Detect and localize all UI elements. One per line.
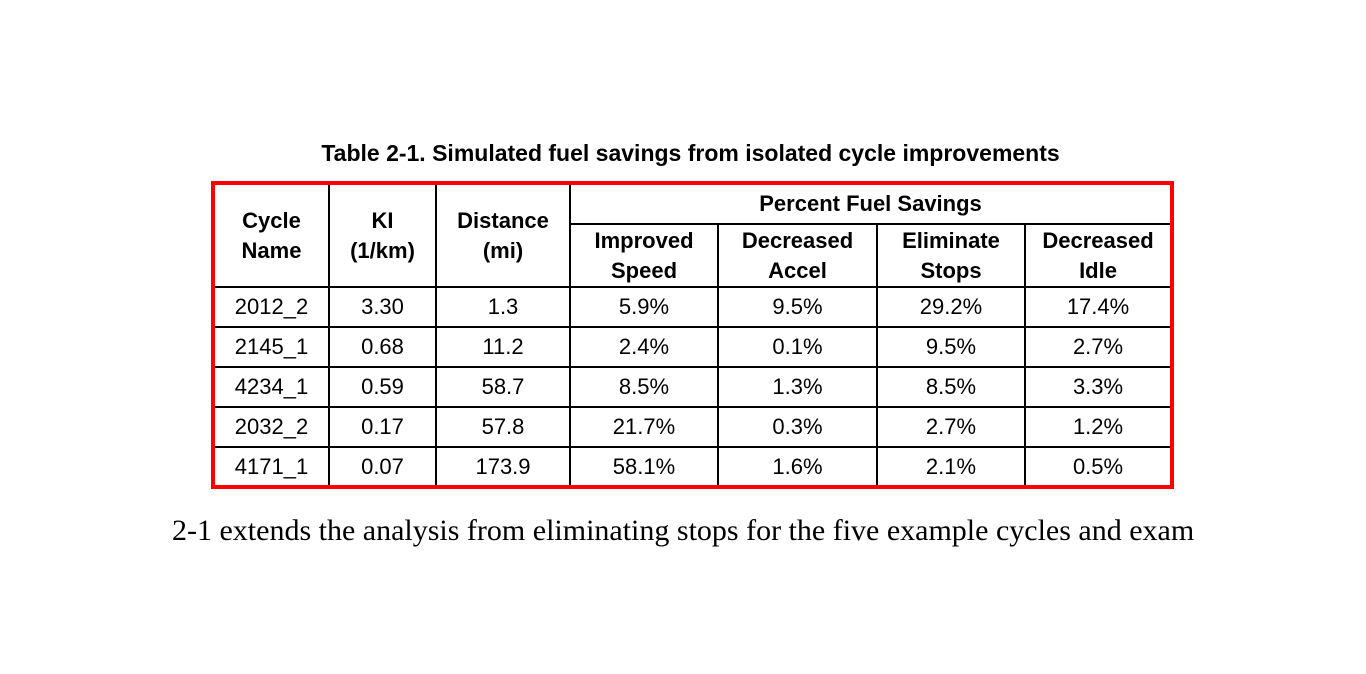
col-header-cycle-name: Cycle Name	[212, 182, 330, 288]
cell-cycle-name: 2145_1	[212, 326, 330, 368]
cell-cycle-name: 2032_2	[212, 406, 330, 448]
table-row: 2012_2 3.30 1.3 5.9% 9.5% 29.2% 17.4%	[212, 286, 1174, 328]
table-row: 2032_2 0.17 57.8 21.7% 0.3% 2.7% 1.2%	[212, 406, 1174, 448]
cell-ki: 3.30	[328, 286, 437, 328]
col-header-decreased-idle: Decreased Idle	[1023, 223, 1174, 288]
cell-eliminate-stops: 2.7%	[876, 406, 1026, 448]
table-header-row-sub: Improved Speed Decreased Accel Eliminate…	[213, 223, 1174, 288]
cell-decreased-accel: 9.5%	[717, 286, 878, 328]
fuel-savings-table: Cycle Name KI (1/km) Distance (mi) Perce…	[211, 181, 1175, 489]
cell-decreased-idle: 17.4%	[1023, 286, 1174, 328]
cell-eliminate-stops: 2.1%	[876, 446, 1026, 488]
table-row: 4234_1 0.59 58.7 8.5% 1.3% 8.5% 3.3%	[212, 366, 1174, 408]
table-row: 4171_1 0.07 173.9 58.1% 1.6% 2.1% 0.5%	[212, 446, 1174, 488]
cell-eliminate-stops: 29.2%	[876, 286, 1026, 328]
cell-distance: 11.2	[435, 326, 571, 368]
cell-ki: 0.07	[328, 446, 437, 488]
cell-distance: 57.8	[435, 406, 571, 448]
col-header-distance: Distance (mi)	[435, 182, 571, 288]
cell-improved-speed: 21.7%	[569, 406, 719, 448]
col-header-decreased-accel: Decreased Accel	[717, 223, 878, 288]
cell-decreased-idle: 0.5%	[1023, 446, 1174, 488]
cell-improved-speed: 8.5%	[569, 366, 719, 408]
cell-decreased-accel: 0.1%	[717, 326, 878, 368]
cell-improved-speed: 2.4%	[569, 326, 719, 368]
cell-distance: 1.3	[435, 286, 571, 328]
cell-ki: 0.68	[328, 326, 437, 368]
cell-improved-speed: 58.1%	[569, 446, 719, 488]
cell-distance: 173.9	[435, 446, 571, 488]
cell-improved-speed: 5.9%	[569, 286, 719, 328]
col-header-improved-speed: Improved Speed	[569, 223, 719, 288]
col-header-ki: KI (1/km)	[328, 182, 437, 288]
cell-decreased-accel: 1.3%	[717, 366, 878, 408]
table-caption: Table 2-1. Simulated fuel savings from i…	[321, 140, 1060, 166]
col-header-group-percent-fuel-savings: Percent Fuel Savings	[568, 182, 1174, 225]
cell-cycle-name: 4234_1	[212, 366, 330, 408]
cell-cycle-name: 2012_2	[212, 286, 330, 328]
cell-ki: 0.59	[328, 366, 437, 408]
cell-eliminate-stops: 8.5%	[876, 366, 1026, 408]
cell-decreased-idle: 2.7%	[1023, 326, 1174, 368]
cell-decreased-idle: 1.2%	[1023, 406, 1174, 448]
cell-eliminate-stops: 9.5%	[876, 326, 1026, 368]
body-paragraph: 2-1 extends the analysis from eliminatin…	[172, 514, 1195, 547]
cell-cycle-name: 4171_1	[212, 446, 330, 488]
cell-decreased-idle: 3.3%	[1023, 366, 1174, 408]
cell-distance: 58.7	[435, 366, 571, 408]
cell-decreased-accel: 0.3%	[717, 406, 878, 448]
table-row: 2145_1 0.68 11.2 2.4% 0.1% 9.5% 2.7%	[212, 326, 1174, 368]
table-header-row-group: Cycle Name KI (1/km) Distance (mi) Perce…	[212, 182, 1174, 288]
col-header-eliminate-stops: Eliminate Stops	[876, 223, 1026, 288]
cell-ki: 0.17	[328, 406, 437, 448]
cell-decreased-accel: 1.6%	[717, 446, 878, 488]
